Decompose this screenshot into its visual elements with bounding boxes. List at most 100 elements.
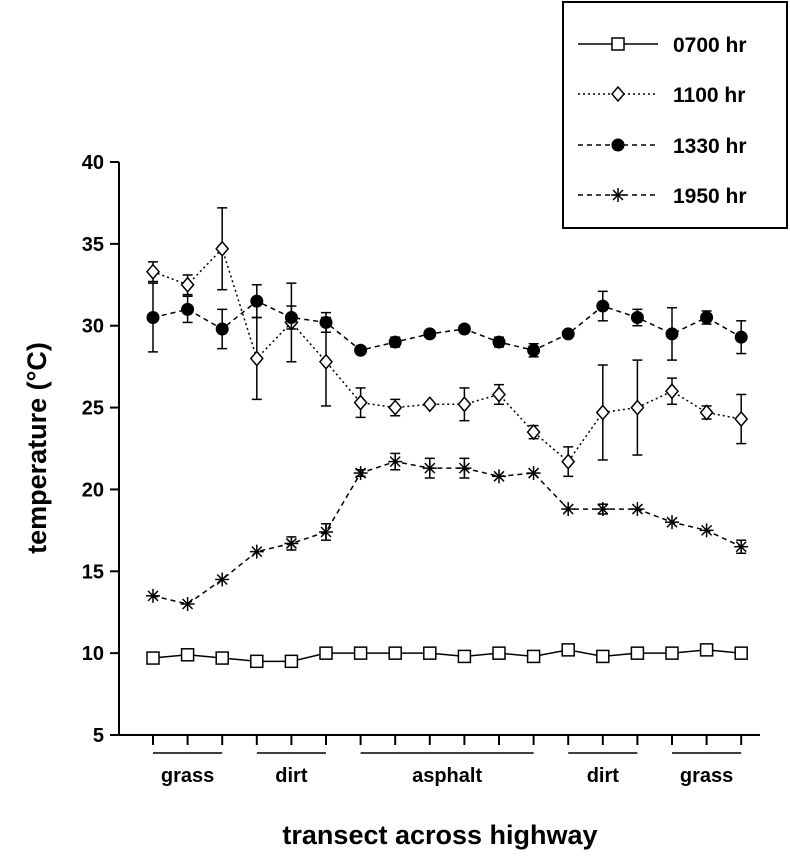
data-point [561, 327, 575, 341]
y-tick-label-10: 10 [82, 643, 104, 665]
data-point [250, 294, 264, 308]
group-label-dirt: dirt [587, 765, 620, 787]
series-1100-hr [146, 207, 749, 478]
data-point [630, 646, 645, 660]
legend-label: 1100 hr [673, 84, 745, 107]
legend-label: 1330 hr [673, 135, 747, 158]
data-point [457, 396, 472, 413]
data-point [353, 646, 368, 660]
data-point [319, 353, 333, 370]
data-point [699, 404, 714, 421]
y-tick-label-35: 35 [82, 234, 104, 256]
data-point [180, 648, 195, 662]
group-label-dirt: dirt [275, 765, 308, 787]
data-point [665, 327, 679, 341]
legend-box [562, 1, 788, 229]
y-tick-label-5: 5 [93, 725, 104, 747]
data-point [284, 311, 298, 325]
data-point [180, 276, 195, 293]
series-layer [146, 207, 749, 669]
y-tick-label-20: 20 [82, 479, 104, 501]
legend-marker [611, 37, 625, 51]
data-point [492, 469, 506, 484]
x-axis-title: transect across highway [282, 820, 597, 850]
data-point [422, 396, 437, 413]
series-line-1 [152, 247, 742, 463]
data-point [526, 466, 541, 481]
data-point [630, 399, 645, 416]
data-point [423, 646, 437, 660]
series-0700-hr [146, 643, 748, 669]
data-point [319, 524, 333, 539]
data-point [492, 335, 506, 349]
data-point [665, 646, 679, 660]
y-ticks: 5 10 15 20 25 30 35 40 [82, 152, 119, 747]
data-point [181, 302, 195, 316]
legend-marker [611, 138, 625, 152]
data-point [146, 311, 160, 325]
data-point [249, 544, 264, 559]
data-point [146, 263, 160, 280]
legend-item-0: 0700 hr [578, 34, 747, 57]
y-tick-label-40: 40 [82, 152, 104, 174]
data-point [595, 502, 610, 517]
group-label-asphalt: asphalt [412, 765, 482, 787]
data-point [422, 461, 437, 476]
axes [118, 162, 760, 736]
legend-marker [611, 85, 625, 103]
data-point [561, 453, 576, 470]
data-point [492, 646, 506, 660]
data-point [284, 654, 299, 669]
data-point [665, 383, 679, 400]
group-label-grass: grass [161, 765, 214, 787]
data-point [215, 240, 230, 257]
data-point [180, 597, 195, 612]
data-point [319, 646, 333, 660]
legend-label: 0700 hr [673, 34, 747, 57]
legend-label: 1950 hr [673, 185, 747, 208]
data-point [215, 651, 229, 665]
data-point [146, 588, 160, 603]
data-point [388, 454, 403, 469]
data-point [284, 536, 299, 551]
data-point [699, 523, 714, 538]
data-point [630, 502, 645, 517]
data-point [423, 327, 437, 341]
data-point [146, 651, 160, 665]
data-point [630, 311, 644, 325]
legend: 0700 hr 1100 hr 1330 hr 1950 hr [562, 1, 788, 229]
series-line-0 [152, 649, 742, 663]
data-point [354, 343, 368, 357]
data-point [353, 394, 368, 411]
data-point [457, 461, 472, 476]
surface-group-brackets: grass dirt asphalt dirt grass [153, 752, 742, 787]
data-point [457, 322, 471, 336]
data-point [526, 649, 541, 664]
data-point [388, 646, 402, 660]
series-1950-hr [146, 452, 749, 612]
data-point [526, 423, 541, 441]
data-point [699, 643, 714, 657]
series-1330-hr [146, 282, 748, 361]
data-point [700, 311, 714, 325]
series-line-3 [152, 460, 742, 605]
data-point [215, 572, 230, 587]
data-point [734, 330, 748, 344]
legend-item-2: 1330 hr [578, 135, 747, 158]
series-line-2 [152, 300, 742, 352]
y-tick-label-25: 25 [82, 398, 104, 420]
data-point [734, 539, 749, 554]
data-point [250, 654, 264, 669]
legend-item-1: 1100 hr [578, 84, 745, 107]
data-point [596, 649, 610, 664]
data-point [319, 315, 333, 329]
data-point [734, 410, 749, 428]
data-point [388, 399, 403, 416]
data-point [492, 386, 506, 403]
data-point [596, 299, 610, 313]
y-tick-label-30: 30 [82, 316, 104, 338]
data-point [388, 335, 402, 349]
group-label-grass: grass [680, 765, 733, 787]
data-point [561, 502, 576, 517]
